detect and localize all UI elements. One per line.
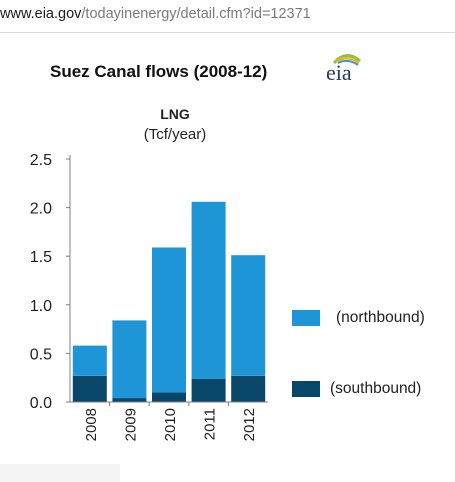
y-tick-label-2.0: 2.0 xyxy=(30,201,52,218)
address-bar[interactable]: www.eia.gov/todayinenergy/detail.cfm?id=… xyxy=(0,0,455,33)
bar-southbound-2012 xyxy=(231,375,266,402)
bar-northbound-2011 xyxy=(191,201,226,379)
url-text[interactable]: www.eia.gov/todayinenergy/detail.cfm?id=… xyxy=(0,6,311,22)
eia-logo-icon xyxy=(332,54,361,66)
eia-logo-text: eia xyxy=(326,60,352,85)
legend-swatch-northbound xyxy=(292,310,320,326)
bar-southbound-2010 xyxy=(152,392,186,402)
y-tick-label-0.0: 0.0 xyxy=(30,395,52,412)
y-tick-label-2.5: 2.5 xyxy=(30,152,52,169)
page-bottom-strip xyxy=(0,464,120,482)
bar-southbound-2011 xyxy=(191,378,226,402)
bar-southbound-2008 xyxy=(72,375,107,402)
y-tick-label-0.5: 0.5 xyxy=(30,346,52,363)
legend-label-northbound: (northbound) xyxy=(336,309,425,326)
y-tick-label-1.0: 1.0 xyxy=(30,298,52,315)
legend-swatch-southbound xyxy=(292,381,320,397)
y-tick-label-1.5: 1.5 xyxy=(30,249,52,266)
x-tick-label-2010: 2010 xyxy=(162,408,179,441)
legend-label-southbound: (southbound) xyxy=(330,380,422,397)
x-tick-label-2012: 2012 xyxy=(241,408,258,441)
bar-southbound-2009 xyxy=(112,398,147,402)
x-tick-label-2009: 2009 xyxy=(122,408,139,441)
panel-title: LNG xyxy=(160,106,190,122)
x-tick-label-2011: 2011 xyxy=(202,408,219,440)
url-path: /todayinenergy/detail.cfm?id=12371 xyxy=(81,6,311,22)
chart-title: Suez Canal flows (2008-12) xyxy=(50,62,268,81)
bar-northbound-2008 xyxy=(72,345,107,376)
y-axis-unit: (Tcf/year) xyxy=(143,126,207,143)
x-tick-label-2008: 2008 xyxy=(83,408,100,441)
bar-northbound-2010 xyxy=(152,247,186,393)
bar-northbound-2012 xyxy=(231,255,266,376)
bar-northbound-2009 xyxy=(112,320,147,399)
url-host: www.eia.gov xyxy=(0,6,82,22)
lng-bar-chart: 0.0 0.5 1.0 1.5 2.0 2.5 2008 2009 2010 2011 2012 xyxy=(30,152,268,441)
